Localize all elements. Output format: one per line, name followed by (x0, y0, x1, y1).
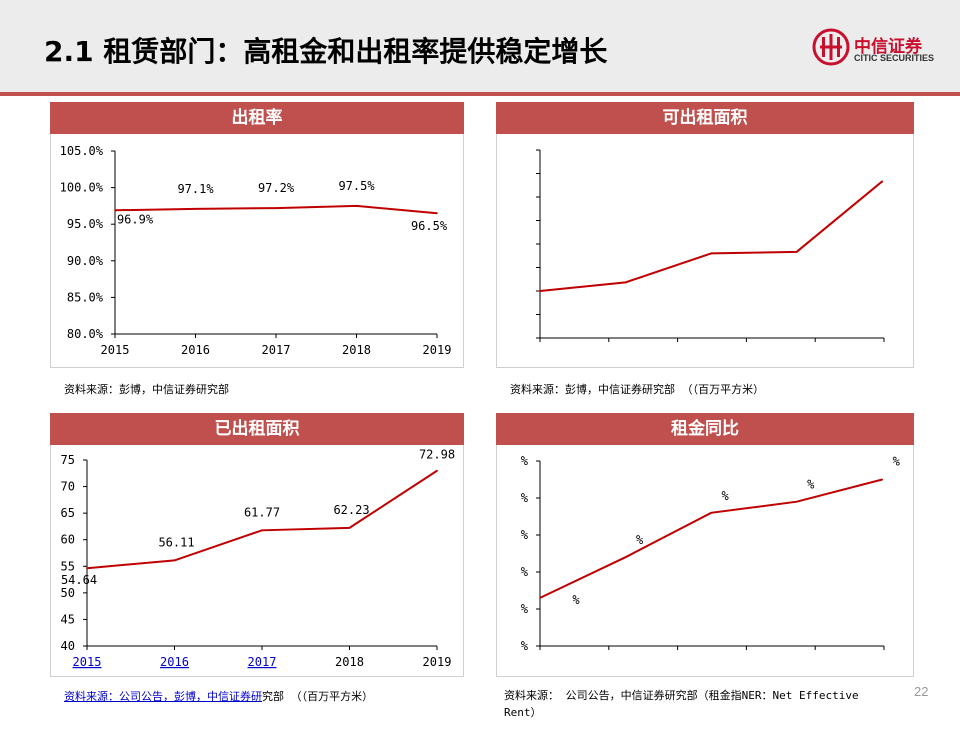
data-point (275, 207, 277, 209)
source-leased-area-link[interactable]: 资料来源：公司公告，彭博，中信证券研 (64, 690, 262, 703)
chart-rent-yoy: %%%%%%%%%%% (496, 445, 914, 677)
chart-available-area (496, 134, 914, 368)
data-point (881, 478, 884, 481)
y-tick-label: % (521, 491, 529, 505)
x-tick-label: 2018 (335, 655, 364, 669)
header-divider (0, 92, 960, 96)
y-tick-label: 105.0% (60, 144, 104, 158)
data-label: 96.9% (117, 212, 154, 226)
x-tick-label: 2017 (262, 343, 291, 357)
data-point (795, 500, 798, 503)
panel-title-available-area: 可出租面积 (496, 102, 914, 134)
citic-logo: 中信证券 CITIC SECURITIES (812, 28, 952, 68)
y-tick-label: 75 (61, 453, 75, 467)
chart-occupancy: 80.0% 85.0% 90.0% 95.0% 100.0% 105.0% 2015 2016… (50, 134, 464, 368)
series-line (86, 469, 438, 570)
data-label: 97.5% (338, 179, 375, 193)
x-tick-label: 2015 (101, 343, 130, 357)
data-point (114, 209, 116, 212)
data-label: 72.98 (419, 448, 455, 462)
y-tick-label: 45 (61, 612, 75, 626)
y-tick-label: % (521, 565, 529, 579)
chart-leased-area: 40 45 50 55 60 65 70 75 2015 2016 2017 2018 2019 54.6… (50, 445, 464, 677)
y-tick-label: 65 (61, 506, 75, 520)
y-tick-label: 60 (61, 533, 75, 547)
y-tick-label: % (521, 454, 529, 468)
y-tick-label: 55 (61, 559, 75, 573)
series-line (539, 478, 883, 599)
page-title: 2.1 租赁部门：高租金和出租率提供稳定增长 (44, 35, 608, 68)
x-tick-label: 2016 (181, 343, 210, 357)
x-tick-label: 2019 (423, 343, 452, 357)
source-rent-yoy-line2: Rent） (504, 706, 542, 719)
y-tick-label: 40 (61, 639, 75, 653)
data-label: 97.1% (177, 182, 214, 196)
y-tick-label: % (521, 528, 529, 542)
y-tick-label: 100.0% (60, 181, 104, 195)
header-band (0, 0, 960, 92)
data-point (261, 529, 263, 532)
source-rent-yoy-line1: 资料来源： 公司公告，中信证券研究部（租金指NER：Net Effective (504, 689, 859, 702)
panel-title-leased-area: 已出租面积 (50, 413, 464, 445)
data-point (624, 281, 627, 284)
data-point (624, 556, 627, 558)
x-tick-label: 2017 (248, 655, 277, 669)
y-tick-label: 95.0% (67, 217, 104, 231)
y-tick-label: 85.0% (67, 290, 104, 304)
data-point (539, 290, 541, 292)
y-tick-label: % (521, 602, 529, 616)
data-point (436, 212, 438, 215)
data-point (348, 527, 351, 529)
data-point (881, 180, 884, 183)
data-point (710, 512, 712, 514)
logo-name-cn: 中信证券 (854, 37, 922, 57)
x-tick-label: 2019 (423, 655, 452, 669)
page-number: 22 (914, 684, 929, 699)
data-label: 61.77 (244, 505, 280, 519)
data-label: % (807, 478, 815, 492)
series-line (539, 180, 883, 292)
x-tick-label: 2015 (73, 655, 102, 669)
x-tick-label: 2016 (160, 655, 189, 669)
panel-title-occupancy: 出租率 (50, 102, 464, 134)
data-label: % (636, 533, 644, 547)
data-label: 54.64 (61, 573, 97, 587)
data-point (86, 567, 88, 569)
data-label: % (893, 455, 901, 469)
data-label: 56.11 (158, 535, 194, 549)
data-label: % (722, 489, 730, 503)
y-tick-label: 50 (61, 586, 75, 600)
data-point (355, 205, 358, 207)
data-point (436, 469, 438, 472)
citic-logo-icon (812, 28, 850, 66)
data-label: % (572, 593, 580, 607)
panel-title-rent-yoy: 租金同比 (496, 413, 914, 445)
y-tick-label: % (521, 639, 529, 653)
source-leased-area-rest: 究部 （（百万平方米） (262, 690, 374, 703)
source-leased-area: 资料来源：公司公告，彭博，中信证券研究部 （（百万平方米） (64, 688, 373, 704)
y-tick-label: 90.0% (67, 254, 104, 268)
y-tick-label: 70 (61, 480, 75, 494)
source-occupancy: 资料来源：彭博，中信证券研究部 (64, 383, 229, 396)
data-label: 96.5% (411, 219, 448, 233)
data-point (795, 251, 798, 253)
source-available-area: 资料来源：彭博，中信证券研究部 （（百万平方米） (510, 383, 765, 396)
y-tick-label: 80.0% (67, 327, 104, 341)
logo-name-en: CITIC SECURITIES (854, 53, 935, 63)
data-label: 97.2% (258, 181, 295, 195)
data-point (539, 597, 541, 599)
data-point (194, 208, 197, 210)
data-label: 62.23 (333, 503, 369, 517)
series-line (114, 204, 438, 215)
data-point (173, 559, 176, 562)
data-point (710, 252, 712, 255)
x-tick-label: 2018 (342, 343, 371, 357)
